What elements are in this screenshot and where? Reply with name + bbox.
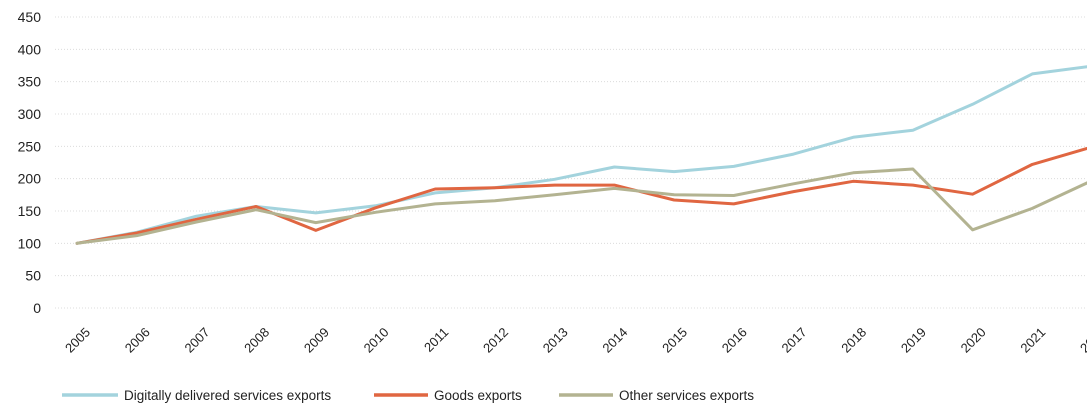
x-tick-label: 2018 [838,325,869,356]
x-tick-label: 2019 [898,325,929,356]
legend: Digitally delivered services exports Good… [62,388,754,403]
x-tick-label: 2015 [659,325,690,356]
legend-label-1: Goods exports [434,388,522,403]
x-tick-label: 2009 [301,325,332,356]
y-tick-label: 250 [18,138,42,154]
x-tick-label: 2005 [62,325,93,356]
series-lines [75,65,1087,245]
series-line-2 [75,167,1087,245]
x-tick-label: 2012 [480,325,511,356]
x-tick-label: 2022 [1077,325,1087,356]
y-tick-label: 400 [18,41,42,57]
y-tick-label: 50 [25,268,41,284]
y-axis: 0 50 100 150 200 250 300 350 400 450 [18,9,42,316]
y-tick-label: 200 [18,171,42,187]
x-tick-label: 2007 [181,325,212,356]
legend-label-0: Digitally delivered services exports [124,388,331,403]
x-tick-label: 2011 [421,325,451,355]
x-tick-label: 2010 [361,325,392,356]
x-tick-label: 2013 [540,325,571,356]
y-tick-label: 450 [18,9,42,25]
y-tick-label: 100 [18,235,42,251]
x-tick-label: 2017 [779,325,810,356]
x-tick-label: 2016 [719,325,750,356]
x-tick-label: 2014 [599,325,630,356]
y-tick-label: 350 [18,74,42,90]
gridlines [55,16,1087,309]
legend-label-2: Other services exports [619,388,754,403]
x-tick-label: 2006 [122,325,153,356]
x-tick-label: 2008 [241,325,272,356]
x-tick-label: 2020 [958,325,989,356]
x-tick-label: 2021 [1017,325,1048,356]
y-tick-label: 150 [18,203,42,219]
y-tick-label: 0 [33,300,41,316]
series-line-1 [75,146,1087,245]
x-axis: 2005 2006 2007 2008 2009 2010 2011 2012 2013 2014… [62,325,1087,356]
y-tick-label: 300 [18,106,42,122]
